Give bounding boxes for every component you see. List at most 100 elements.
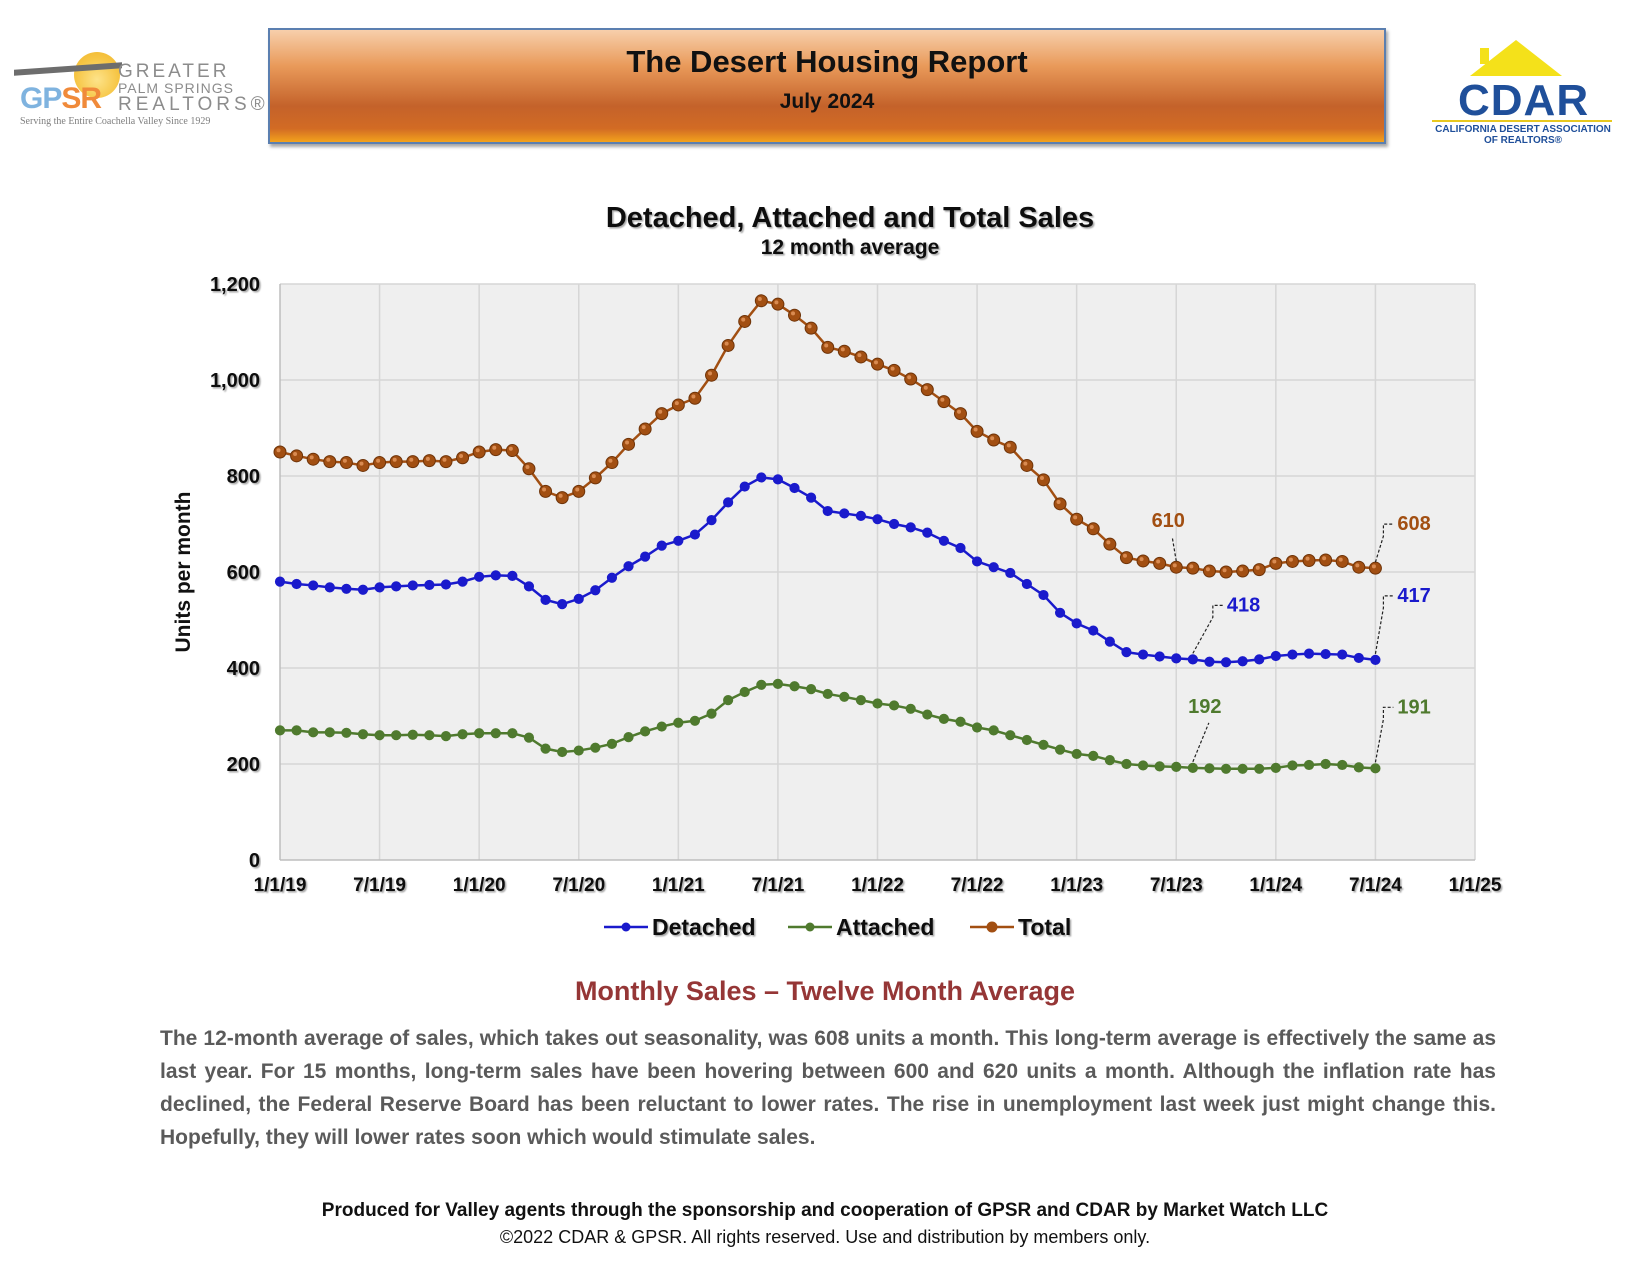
total-point-highlight bbox=[326, 457, 331, 462]
total-point-highlight bbox=[907, 375, 912, 380]
total-point-highlight bbox=[1338, 557, 1343, 562]
detached-point bbox=[1154, 651, 1165, 662]
total-point-highlight bbox=[874, 360, 878, 365]
total-point-highlight bbox=[608, 458, 613, 463]
total-point-highlight bbox=[442, 457, 447, 462]
cdar-logo: CDAR CALIFORNIA DESERT ASSOCIATION OF RE… bbox=[1428, 40, 1628, 150]
total-point bbox=[754, 294, 768, 308]
total-point bbox=[439, 455, 453, 469]
detached-point bbox=[922, 527, 933, 538]
detached-point bbox=[440, 579, 452, 590]
total-point bbox=[1169, 560, 1183, 574]
copyright-note: ©2022 CDAR & GPSR. All rights reserved. … bbox=[499, 1227, 1151, 1247]
detached-point bbox=[938, 535, 949, 546]
detached-point bbox=[1370, 654, 1381, 665]
cdar-subtitle: CALIFORNIA DESERT ASSOCIATION OF REALTOR… bbox=[1435, 124, 1611, 146]
total-point bbox=[1003, 440, 1017, 454]
detached-point bbox=[772, 474, 784, 485]
total-point-highlight bbox=[956, 409, 961, 414]
y-tick-label: 1,200 bbox=[210, 274, 260, 296]
total-point-highlight bbox=[1006, 443, 1011, 448]
detached-point bbox=[1287, 649, 1298, 660]
attached-point bbox=[1071, 748, 1082, 760]
total-point bbox=[539, 484, 553, 498]
total-point-highlight bbox=[409, 457, 414, 462]
attached-point bbox=[1171, 761, 1182, 772]
total-point bbox=[904, 372, 918, 386]
total-point bbox=[622, 437, 636, 451]
total-point-highlight bbox=[492, 445, 497, 450]
total-point bbox=[788, 308, 802, 322]
total-point bbox=[920, 383, 934, 397]
total-point bbox=[1302, 553, 1316, 567]
total-point bbox=[456, 451, 470, 465]
y-tick-label: 200 bbox=[227, 754, 260, 776]
total-point bbox=[1053, 497, 1067, 511]
attached-data-label: 191 bbox=[1397, 696, 1430, 718]
attached-point bbox=[391, 730, 402, 741]
total-point-highlight bbox=[923, 385, 928, 390]
total-point-highlight bbox=[1056, 500, 1061, 505]
total-point-highlight bbox=[1255, 565, 1260, 570]
attached-point bbox=[540, 743, 551, 754]
x-tick-label: 7/1/24 bbox=[1349, 875, 1402, 896]
total-point-highlight bbox=[575, 487, 580, 492]
total-point-highlight bbox=[1322, 556, 1327, 561]
attached-point bbox=[739, 686, 750, 698]
total-point bbox=[290, 449, 304, 463]
total-point-highlight bbox=[1106, 540, 1111, 545]
detached-point bbox=[474, 571, 485, 582]
x-tick-label: 1/1/23 bbox=[1050, 875, 1103, 896]
attached-point bbox=[490, 728, 501, 739]
total-point-highlight bbox=[293, 452, 298, 457]
total-point bbox=[1202, 564, 1216, 578]
detached-point bbox=[1054, 607, 1066, 618]
detached-point bbox=[308, 580, 319, 591]
detached-point bbox=[706, 515, 717, 526]
detached-point bbox=[1187, 654, 1198, 665]
total-point bbox=[771, 297, 785, 311]
detached-point bbox=[341, 583, 352, 594]
total-point-highlight bbox=[1139, 557, 1144, 562]
x-tick-label: 7/1/19 bbox=[353, 875, 406, 896]
series-group bbox=[273, 294, 1382, 774]
detached-point bbox=[523, 581, 535, 592]
detached-point bbox=[557, 599, 568, 610]
detached-point bbox=[590, 585, 601, 596]
detached-point bbox=[1303, 648, 1315, 659]
detached-point bbox=[789, 482, 800, 494]
total-point bbox=[937, 395, 951, 409]
attached-point bbox=[689, 715, 701, 726]
detached-point bbox=[1270, 650, 1281, 662]
total-point-highlight bbox=[774, 300, 779, 305]
total-point-highlight bbox=[1023, 461, 1028, 466]
total-point-highlight bbox=[542, 487, 547, 492]
total-point bbox=[389, 455, 403, 469]
total-point-highlight bbox=[741, 317, 746, 322]
total-point bbox=[505, 444, 519, 458]
chart-subtitle: 12 month average bbox=[761, 236, 940, 259]
sun-icon bbox=[74, 52, 120, 98]
detached-point bbox=[888, 518, 900, 530]
detached-legend-marker bbox=[621, 922, 631, 932]
x-tick-label: 1/1/22 bbox=[851, 875, 904, 896]
total-point-highlight bbox=[708, 371, 713, 376]
total-point bbox=[738, 314, 752, 328]
detached-point bbox=[357, 584, 369, 595]
total-point bbox=[1368, 561, 1382, 575]
detached-point bbox=[640, 551, 651, 562]
detached-data-label: 417 bbox=[1397, 585, 1430, 607]
attached-point bbox=[922, 709, 933, 720]
attached-point bbox=[756, 679, 767, 690]
attached-point bbox=[1320, 758, 1331, 770]
detached-series bbox=[274, 472, 1381, 668]
attached-point bbox=[507, 728, 518, 739]
detached-point bbox=[324, 582, 335, 593]
total-point bbox=[489, 443, 503, 457]
report-date: July 2024 bbox=[779, 90, 875, 113]
detached-point bbox=[723, 497, 734, 508]
detached-point bbox=[1337, 649, 1348, 660]
total-point-highlight bbox=[1205, 567, 1210, 572]
attached-leader-line bbox=[1374, 706, 1394, 763]
attached-point bbox=[1187, 762, 1198, 773]
